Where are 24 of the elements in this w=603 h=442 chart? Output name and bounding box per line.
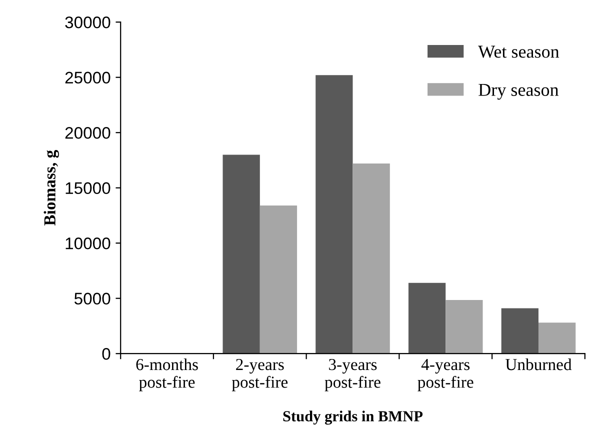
x-tick-label: Unburned (506, 358, 572, 370)
bar (316, 75, 353, 354)
bar (538, 322, 576, 354)
x-tick-label: 2-years post-fire (232, 358, 288, 392)
y-tick-label: 25000 (65, 72, 110, 84)
legend-label: Dry season (478, 84, 559, 100)
y-tick-label: 20000 (65, 127, 110, 139)
x-tick-label: 6-months post-fire (136, 358, 198, 392)
y-tick-label: 15000 (66, 182, 110, 194)
y-tick-label: 0 (102, 348, 110, 360)
y-tick-label: 30000 (65, 16, 110, 28)
y-tick-label: 10000 (66, 238, 110, 250)
x-tick-label: 3-years post-fire (324, 358, 380, 392)
y-axis-title: Biomass, g (44, 150, 59, 226)
bar (222, 154, 260, 354)
bar (352, 164, 390, 354)
bar (408, 282, 446, 354)
bar (260, 206, 298, 354)
y-tick-label: 5000 (74, 292, 110, 305)
x-axis-title: Study grids in BMNP (283, 410, 423, 425)
legend-label: Wet season (478, 46, 560, 58)
bar (501, 308, 538, 354)
bar (446, 300, 483, 354)
x-tick-label: 4-years post-fire (418, 359, 474, 392)
